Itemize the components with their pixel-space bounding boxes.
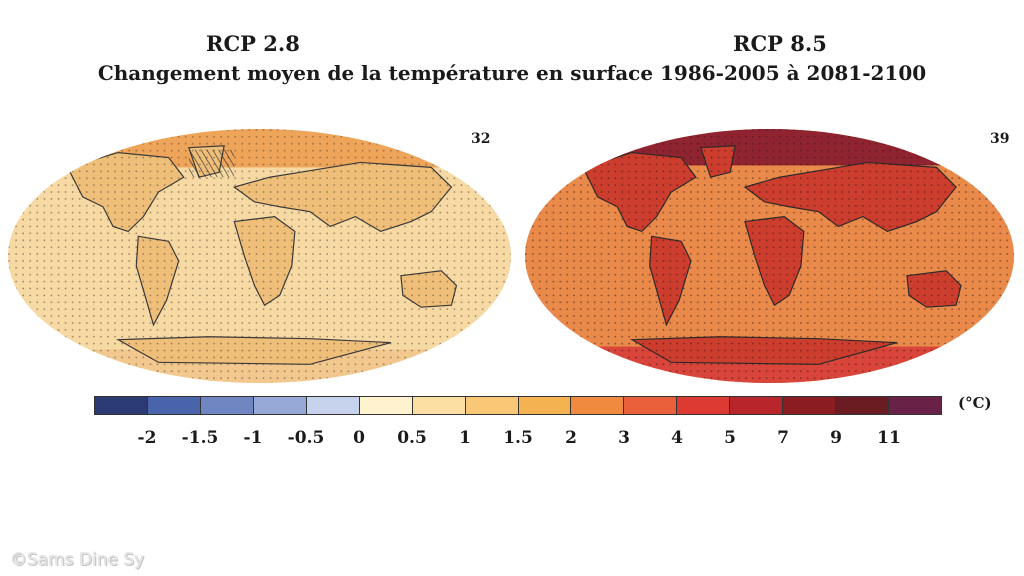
model-count-left: 32 (471, 131, 491, 147)
colorbar-tick-label: 3 (618, 428, 630, 448)
colorbar-segment (677, 397, 731, 414)
colorbar-tick-label: 0 (353, 428, 365, 448)
colorbar-segment (200, 397, 254, 414)
colorbar-segment (253, 397, 307, 414)
colorbar-tick-label: 7 (777, 428, 789, 448)
colorbar-segment (730, 397, 784, 414)
colorbar-segment (412, 397, 466, 414)
copyright-watermark: ©Sams Dine Sy (10, 550, 145, 570)
temperature-colorbar (94, 396, 942, 415)
colorbar-segment (306, 397, 360, 414)
colorbar-segment (465, 397, 519, 414)
colorbar-tick-label: 1.5 (503, 428, 533, 448)
colorbar-segment (147, 397, 201, 414)
colorbar-tick-label: 2 (565, 428, 577, 448)
colorbar-segment (783, 397, 837, 414)
colorbar-tick-label: 11 (877, 428, 901, 448)
figure-title: Changement moyen de la température en su… (97, 61, 927, 85)
world-map-rcp85 (524, 128, 1015, 384)
colorbar-tick-label: -1 (243, 428, 263, 448)
world-map-rcp28 (7, 128, 512, 384)
colorbar-unit: (°C) (958, 394, 992, 412)
colorbar-tick-label: -0.5 (287, 428, 325, 448)
colorbar-tick-label: 9 (830, 428, 842, 448)
model-count-right: 39 (990, 131, 1010, 147)
map-svg (524, 128, 1015, 384)
colorbar-segment (518, 397, 572, 414)
colorbar-segment (889, 397, 941, 414)
colorbar-segment (624, 397, 678, 414)
colorbar-segment (359, 397, 413, 414)
scenario-label-rcp85: RCP 8.5 (733, 31, 827, 56)
colorbar-tick-label: 0.5 (397, 428, 427, 448)
map-svg (8, 128, 511, 384)
colorbar-tick-label: 4 (671, 428, 683, 448)
colorbar-segment (571, 397, 625, 414)
colorbar-tick-label: -1.5 (181, 428, 219, 448)
colorbar-segment (95, 397, 148, 414)
colorbar-tick-label: 5 (724, 428, 736, 448)
colorbar-tick-label: -2 (137, 428, 157, 448)
scenario-label-rcp28: RCP 2.8 (206, 31, 300, 56)
colorbar-segment (836, 397, 890, 414)
colorbar-tick-label: 1 (459, 428, 471, 448)
